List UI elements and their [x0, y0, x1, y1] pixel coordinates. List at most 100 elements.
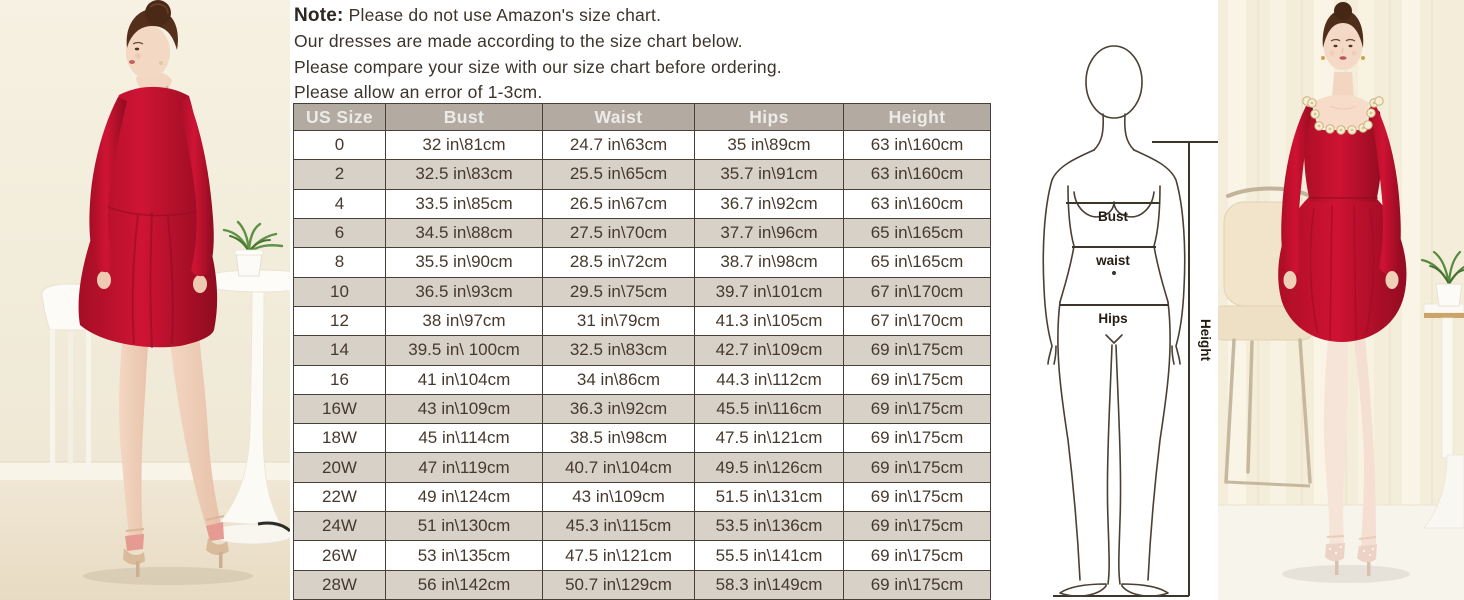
measurement-cell: 34 in\86cm [542, 364, 695, 395]
note-block: Note: Please do not use Amazon's size ch… [294, 3, 984, 106]
height-label: Height [1198, 319, 1213, 362]
lips [1339, 56, 1347, 60]
measurement-cell: 53.5 in\136cm [694, 511, 844, 542]
measurement-cell: 51 in\130cm [385, 511, 543, 542]
measurement-cell: 45.5 in\116cm [694, 393, 844, 425]
measurement-cell: 53 in\135cm [385, 540, 543, 571]
measurement-cell: 33.5 in\85cm [385, 188, 543, 219]
size-cell: 12 [293, 305, 386, 337]
measurement-cell: 45.3 in\115cm [542, 511, 695, 542]
sparkly-heels [1325, 535, 1377, 576]
measurement-cell: 51.5 in\131cm [694, 481, 844, 513]
lips [129, 60, 135, 64]
measurement-cell: 28.5 in\72cm [542, 247, 695, 278]
nose [1341, 47, 1344, 54]
column-header-waist: Waist [542, 103, 695, 131]
left-earring [1321, 56, 1325, 60]
right-sleeve [1369, 106, 1401, 275]
size-row: 12 38 in\97cm 31 in\79cm 41.3 in\105cm 67 in… [293, 305, 991, 337]
measurement-cell: 32.5 in\83cm [542, 335, 695, 366]
measurement-cell: 32.5 in\83cm [385, 159, 543, 190]
measurement-cell: 38.7 in\98cm [694, 247, 844, 278]
measurement-lines: Bust waist Hips [1060, 202, 1168, 326]
measurement-cell: 39.5 in\ 100cm [385, 335, 543, 366]
left-leg [119, 296, 151, 542]
right-earring [1361, 56, 1365, 60]
measurement-cell: 24.7 in\63cm [542, 129, 695, 161]
measurement-cell: 65 in\165cm [843, 217, 991, 249]
left-leg [1323, 328, 1348, 544]
potted-plant [222, 220, 284, 277]
right-hand [193, 275, 207, 293]
measurement-cell: 35.7 in\91cm [694, 159, 844, 190]
measurement-cell: 25.5 in\65cm [542, 159, 695, 190]
nude-heels [123, 515, 229, 577]
size-cell: 16W [293, 393, 386, 425]
white-table [1423, 303, 1464, 529]
measurement-cell: 63 in\160cm [843, 129, 991, 161]
measurement-cell: 42.7 in\109cm [694, 335, 844, 366]
measurement-cell: 35.5 in\90cm [385, 247, 543, 278]
eyebrow [132, 41, 144, 45]
right-leg [166, 300, 222, 532]
measurement-cell: 49.5 in\126cm [694, 452, 844, 483]
hair-bun [1334, 2, 1352, 20]
height-bracket: Height [1053, 141, 1218, 597]
head [126, 25, 170, 79]
size-cell: 18W [293, 423, 386, 454]
measurement-cell: 67 in\170cm [843, 305, 991, 337]
size-cell: 0 [293, 129, 386, 161]
left-hand [97, 271, 111, 289]
baseboard [0, 462, 290, 480]
measurement-cell: 56 in\142cm [385, 569, 543, 600]
left-sleeve [1281, 106, 1313, 275]
size-row: 4 33.5 in\85cm 26.5 in\67cm 36.7 in\92cm 63 … [293, 188, 991, 219]
tulip-side-table [195, 269, 290, 545]
measurement-cell: 36.3 in\92cm [542, 393, 695, 425]
measurement-cell: 36.7 in\92cm [694, 188, 844, 219]
waist-label: waist [1095, 253, 1130, 268]
size-row: 20W 47 in\119cm 40.7 in\104cm 49.5 in\126cm… [293, 452, 991, 483]
size-cell: 22W [293, 481, 386, 513]
measurement-cell: 38.5 in\98cm [542, 423, 695, 454]
measurement-cell: 40.7 in\104cm [542, 452, 695, 483]
size-row: 2 32.5 in\83cm 25.5 in\65cm 35.7 in\91cm 63 … [293, 159, 991, 190]
measurement-cell: 32 in\81cm [385, 129, 543, 161]
right-leg [1353, 332, 1376, 546]
dress-bodice [1303, 104, 1383, 202]
model-photo-back-view [0, 0, 290, 600]
size-cell: 14 [293, 335, 386, 366]
left-eye [1333, 44, 1338, 48]
size-row: 22W 49 in\124cm 43 in\109cm 51.5 in\131cm 69… [293, 481, 991, 513]
jewel-centers [1310, 101, 1376, 132]
eye [134, 47, 140, 51]
measurement-cell: 69 in\175cm [843, 540, 991, 571]
column-header-height: Height [843, 103, 991, 131]
measurement-cell: 69 in\175cm [843, 393, 991, 425]
size-cell: 16 [293, 364, 386, 395]
size-cell: 6 [293, 217, 386, 249]
size-row: 8 35.5 in\90cm 28.5 in\72cm 38.7 in\98cm 65 … [293, 247, 991, 278]
measurement-cell: 41 in\104cm [385, 364, 543, 395]
measurement-cell: 69 in\175cm [843, 569, 991, 600]
size-cell: 28W [293, 569, 386, 600]
measurement-cell: 34.5 in\88cm [385, 217, 543, 249]
bust-label: Bust [1098, 209, 1129, 224]
table-header-row: US Size Bust Waist Hips Height [293, 103, 991, 131]
note-line-4: Please allow an error of 1-3cm. [294, 82, 543, 103]
measurement-cell: 69 in\175cm [843, 423, 991, 454]
measurement-cell: 69 in\175cm [843, 335, 991, 366]
right-hand [1385, 271, 1399, 289]
hips-label: Hips [1098, 311, 1127, 326]
figure-outline [1042, 45, 1186, 597]
measurement-cell: 47.5 in\121cm [694, 423, 844, 454]
measurement-cell: 49 in\124cm [385, 481, 543, 513]
measurement-cell: 37.7 in\96cm [694, 217, 844, 249]
measurement-cell: 43 in\109cm [542, 481, 695, 513]
measurement-cell: 50.7 in\129cm [542, 569, 695, 600]
measurement-cell: 69 in\175cm [843, 481, 991, 513]
measurement-cell: 35 in\89cm [694, 129, 844, 161]
decolletage [1313, 94, 1369, 128]
right-sleeve [178, 98, 214, 277]
